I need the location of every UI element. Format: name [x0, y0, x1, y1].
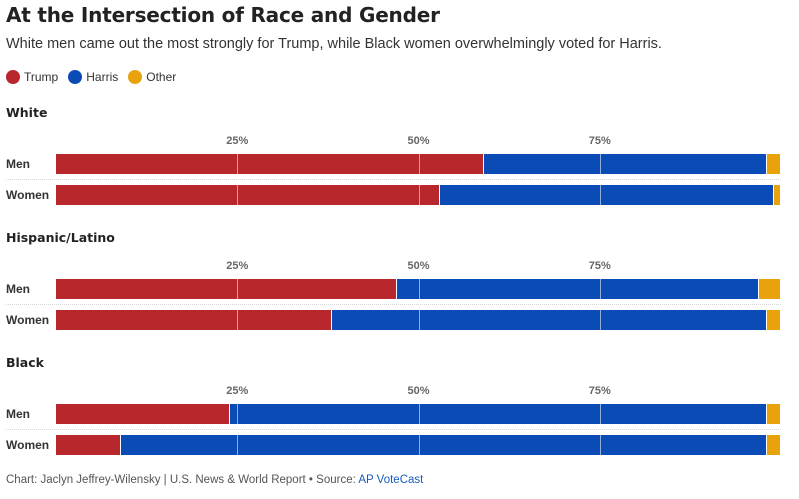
bar-segment-other: [766, 435, 780, 455]
panel-title-black: Black: [6, 355, 44, 370]
bar-segment-other: [766, 154, 780, 174]
bar-segment-harris: [440, 185, 773, 205]
legend-item-harris: Harris: [68, 70, 118, 84]
row-divider: [6, 179, 781, 180]
x-tick-label: 50%: [407, 135, 430, 147]
bar-segment-harris: [483, 154, 766, 174]
panel-title-white: White: [6, 105, 48, 120]
row-label-black-women: Women: [6, 438, 50, 452]
bar-segment-trump: [56, 279, 396, 299]
bar-segment-harris: [121, 435, 766, 455]
bar-segment-trump: [56, 435, 121, 455]
bar-segment-trump: [56, 154, 483, 174]
footer-credit: Chart: Jaclyn Jeffrey-Wilensky | U.S. Ne…: [6, 474, 359, 486]
legend: Trump Harris Other: [6, 70, 186, 84]
source-link[interactable]: AP VoteCast: [358, 474, 424, 486]
bar-segment-trump: [56, 185, 440, 205]
legend-label-trump: Trump: [24, 70, 59, 84]
row-label-white-men: Men: [6, 157, 30, 171]
row-divider: [6, 304, 781, 305]
legend-label-harris: Harris: [86, 70, 119, 84]
x-tick-label: 25%: [226, 135, 249, 147]
legend-label-other: Other: [146, 70, 177, 84]
bar-segment-trump: [56, 404, 229, 424]
bar-segment-other: [759, 279, 780, 299]
x-tick-label: 25%: [226, 260, 249, 272]
x-tick-label: 75%: [588, 135, 611, 147]
legend-swatch-other: [128, 70, 143, 84]
legend-item-other: Other: [128, 70, 176, 84]
x-tick-label: 50%: [407, 385, 430, 397]
bar-segment-harris: [331, 310, 766, 330]
row-label-white-women: Women: [6, 188, 50, 202]
legend-swatch-harris: [68, 70, 83, 84]
panel-title-hispanic-latino: Hispanic/Latino: [6, 230, 115, 245]
x-tick-label: 25%: [226, 385, 249, 397]
chart-subtitle: White men came out the most strongly for…: [6, 36, 662, 52]
bar-segment-harris: [396, 279, 759, 299]
x-tick-label: 75%: [588, 385, 611, 397]
chart-footer: Chart: Jaclyn Jeffrey-Wilensky | U.S. Ne…: [6, 474, 423, 486]
bar-segment-other: [766, 404, 780, 424]
row-label-hispanic-latino-women: Women: [6, 313, 50, 327]
chart-title: At the Intersection of Race and Gender: [6, 3, 440, 27]
bar-segment-other: [773, 185, 780, 205]
row-label-hispanic-latino-men: Men: [6, 282, 30, 296]
bar-segment-trump: [56, 310, 331, 330]
x-tick-label: 75%: [588, 260, 611, 272]
x-tick-label: 50%: [407, 260, 430, 272]
bar-segment-other: [766, 310, 780, 330]
row-label-black-men: Men: [6, 407, 30, 421]
legend-item-trump: Trump: [6, 70, 58, 84]
legend-swatch-trump: [6, 70, 20, 84]
bar-segment-harris: [230, 404, 766, 424]
row-divider: [6, 429, 781, 430]
